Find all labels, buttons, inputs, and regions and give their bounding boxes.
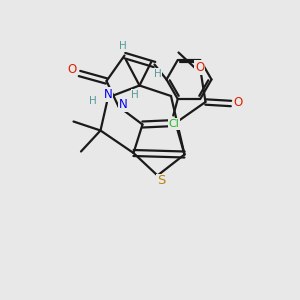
- Text: N: N: [118, 98, 127, 112]
- Text: S: S: [157, 174, 165, 188]
- Text: O: O: [68, 63, 76, 76]
- Text: H: H: [154, 69, 161, 79]
- Text: O: O: [234, 95, 243, 109]
- Text: H: H: [119, 41, 127, 51]
- Text: H: H: [131, 90, 139, 100]
- Text: H: H: [88, 95, 96, 106]
- Text: Cl: Cl: [168, 119, 179, 129]
- Text: O: O: [195, 61, 204, 74]
- Text: N: N: [103, 88, 112, 101]
